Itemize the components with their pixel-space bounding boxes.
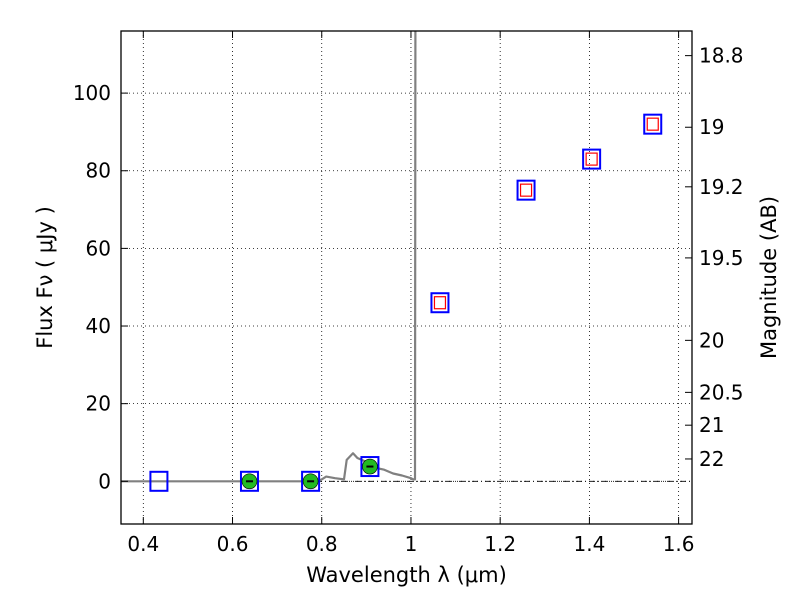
model-flux-marker [239,470,259,492]
x-tick-label: 1.6 [663,532,695,556]
y-axis-label: Flux Fν ( μJy ) [33,206,57,349]
right-tick-label: 21 [699,413,724,437]
right-tick-label: 20.5 [699,380,744,404]
right-tick-label: 19.5 [699,246,744,270]
x-tick-label: 0.8 [306,532,338,556]
x-tick-label: 0.4 [127,532,159,556]
right-tick-label: 22 [699,447,724,471]
upper-limit-marker [433,296,447,310]
y-tick-label: 100 [73,81,111,105]
upper-limit-marker [646,117,659,131]
right-tick-label: 19.2 [699,175,744,199]
grid-layer [121,31,692,524]
model-flux-marker [643,113,663,135]
right-axis-label: Magnitude (AB) [757,196,781,359]
right-tick-label: 19 [699,115,724,139]
x-tick-label: 1 [405,532,418,556]
y-tick-label: 60 [86,236,111,260]
y-tick-label: 0 [98,469,111,493]
model-spectrum-line [121,30,417,483]
model-flux-marker [430,292,450,314]
x-tick-label: 1.2 [484,532,516,556]
x-axis-label: Wavelength λ (μm) [306,563,507,587]
model-flux-marker [301,470,321,492]
y-tick-label: 20 [86,392,111,416]
right-tick-label: 20 [699,328,724,352]
spectrum-layer [121,30,417,483]
x-tick-label: 0.6 [217,532,249,556]
model-flux-marker [582,148,602,170]
plot-frame [120,30,693,525]
marker-layer [149,113,663,492]
x-tick-label: 1.4 [573,532,605,556]
model-flux-marker [516,179,536,201]
y-tick-label: 40 [86,314,111,338]
ticklabel-layer: 0.4 0.6 0.8 1 1.2 1.4 1.6 0 20 40 60 80 100 18.8 19 19.… [73,44,744,556]
y-tick-label: 80 [86,159,111,183]
model-flux-marker [149,470,169,492]
right-tick-label: 18.8 [699,44,744,68]
upper-limit-marker [519,183,533,197]
model-flux-marker [360,456,380,478]
tick-layer [121,31,692,524]
upper-limit-marker [585,152,598,166]
